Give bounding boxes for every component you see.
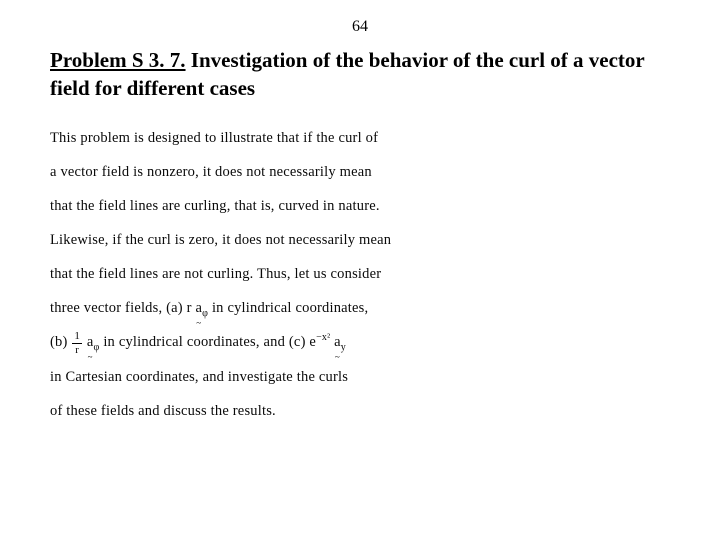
vector-a-y: ay [334, 334, 346, 350]
hw-line-8: in Cartesian coordinates, and investigat… [50, 360, 670, 394]
exponent-neg-x2: −x² [316, 333, 330, 344]
page-number: 64 [50, 18, 670, 36]
handwritten-body: This problem is designed to illustrate t… [50, 121, 670, 428]
fraction-numerator: 1 [72, 331, 82, 344]
vector-a-phi: aφ [196, 300, 209, 316]
problem-title: Problem S 3. 7. Investigation of the beh… [50, 46, 670, 103]
hw-line-7: (b) 1r aφ in cylindrical coordinates, an… [50, 325, 670, 359]
hw-line-2: a vector field is nonzero, it does not n… [50, 155, 670, 189]
unit-vector-a: a [196, 291, 203, 325]
hw-line-6: three vector fields, (a) r aφ in cylindr… [50, 291, 670, 325]
unit-vector-a-2: a [87, 325, 94, 359]
fraction-denominator: r [72, 344, 82, 356]
hw-line-7a: (b) [50, 334, 71, 350]
hw-line-1: This problem is designed to illustrate t… [50, 121, 670, 155]
one-over-r: 1r aφ [71, 334, 99, 350]
hw-line-7b: in cylindrical coordinates, and (c) e [100, 334, 317, 350]
hw-line-3: that the field lines are curling, that i… [50, 189, 670, 223]
hw-line-6b: in cylindrical coordinates, [208, 300, 368, 316]
problem-label: Problem S 3. 7. [50, 48, 186, 72]
unit-vector-a-3: a [334, 325, 341, 359]
hw-line-6a: three vector fields, (a) r [50, 300, 196, 316]
hw-line-9: of these fields and discuss the results. [50, 394, 670, 428]
subscript-y: y [341, 342, 346, 353]
hw-line-5: that the field lines are not curling. Th… [50, 257, 670, 291]
fraction-one-over-r: 1r [72, 331, 82, 356]
hw-line-4: Likewise, if the curl is zero, it does n… [50, 223, 670, 257]
